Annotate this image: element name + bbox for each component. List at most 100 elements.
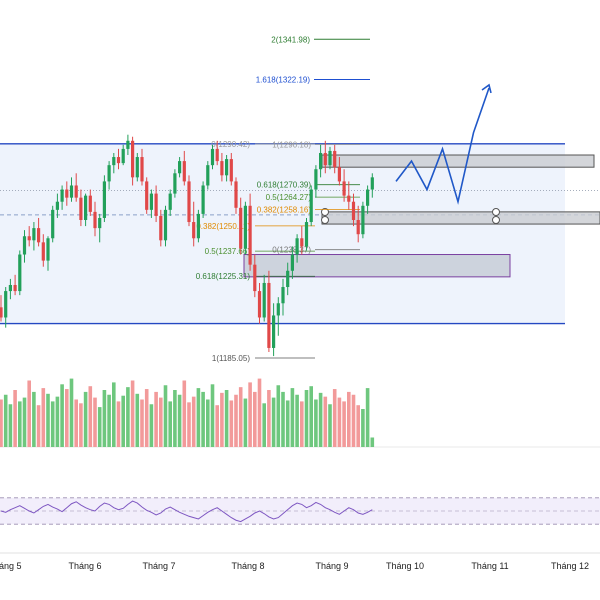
candle-body bbox=[126, 140, 130, 149]
volume-bar bbox=[27, 380, 31, 447]
candle-body bbox=[93, 211, 97, 229]
candle-body bbox=[281, 287, 285, 304]
volume-bar bbox=[318, 392, 323, 447]
x-axis-label-4: Tháng 9 bbox=[315, 561, 348, 571]
volume-bar bbox=[112, 382, 116, 447]
candle-body bbox=[300, 238, 304, 247]
volume-bar bbox=[332, 389, 337, 447]
candle-body bbox=[88, 195, 92, 212]
volume-bar bbox=[69, 378, 74, 447]
volume-bar bbox=[271, 397, 276, 447]
zone-handle-3 bbox=[492, 216, 500, 224]
candle-body bbox=[163, 209, 168, 241]
volume-bar bbox=[83, 391, 88, 447]
x-axis-label-1: Tháng 6 bbox=[68, 561, 101, 571]
projection-path bbox=[395, 87, 490, 205]
candle-body bbox=[361, 205, 365, 235]
candle-body bbox=[112, 157, 116, 166]
candle-body bbox=[131, 140, 135, 178]
resistance-zone bbox=[321, 154, 595, 168]
volume-bar bbox=[351, 394, 356, 447]
candle-body bbox=[225, 159, 229, 176]
candle-body bbox=[257, 291, 262, 318]
volume-bar bbox=[22, 397, 27, 447]
volume-bar bbox=[121, 395, 125, 447]
volume-bar bbox=[191, 396, 196, 447]
volume-bar bbox=[130, 380, 135, 447]
volume-bar bbox=[314, 399, 318, 447]
candle-body bbox=[196, 213, 200, 239]
candle-body bbox=[229, 159, 233, 182]
fib-r2-label-2: 0.5(1264.27) bbox=[266, 193, 312, 202]
candle-body bbox=[79, 197, 83, 220]
volume-bar bbox=[107, 394, 111, 447]
volume-bar bbox=[323, 396, 328, 447]
volume-bar bbox=[46, 393, 50, 447]
candle-body bbox=[0, 307, 3, 318]
candle-body bbox=[121, 148, 125, 164]
volume-bar bbox=[253, 391, 257, 447]
projection-arrow-head bbox=[481, 83, 492, 94]
volume-bar bbox=[18, 401, 22, 447]
candle-body bbox=[290, 254, 294, 271]
candle-body bbox=[4, 291, 8, 318]
candle-body bbox=[276, 303, 280, 316]
candle-body bbox=[337, 167, 341, 182]
candle-body bbox=[333, 150, 337, 168]
candle-body bbox=[272, 315, 276, 348]
candle-body bbox=[46, 238, 50, 261]
volume-bar bbox=[281, 391, 285, 447]
volume-bar bbox=[356, 405, 360, 447]
candle-body bbox=[314, 169, 318, 190]
rsi-band bbox=[0, 497, 600, 525]
candles-group bbox=[0, 134, 374, 357]
zone-handle-2 bbox=[321, 216, 329, 224]
volume-bar bbox=[102, 390, 107, 447]
volume-bar bbox=[60, 384, 64, 447]
volume-bar bbox=[93, 397, 97, 447]
volume-bar bbox=[32, 391, 36, 447]
volume-bar bbox=[215, 405, 219, 447]
candle-body bbox=[366, 189, 370, 206]
candle-body bbox=[234, 181, 238, 208]
volume-bar bbox=[41, 388, 46, 447]
candle-body bbox=[253, 264, 257, 292]
volume-bar bbox=[285, 400, 290, 447]
candle-body bbox=[187, 181, 191, 223]
volume-bar bbox=[224, 390, 229, 447]
candle-body bbox=[182, 161, 186, 182]
volume-bar bbox=[8, 404, 13, 447]
candle-body bbox=[74, 185, 78, 198]
candle-body bbox=[116, 157, 121, 164]
volume-bar bbox=[210, 384, 215, 447]
volume-bar bbox=[163, 385, 168, 447]
fib-ext-label-1: 1.618(1322.19) bbox=[256, 75, 311, 84]
x-axis-label-6: Tháng 11 bbox=[471, 561, 508, 571]
candle-body bbox=[267, 282, 271, 348]
zone-handle-0 bbox=[321, 208, 329, 216]
candle-body bbox=[55, 201, 59, 210]
volume-bar bbox=[347, 391, 351, 447]
volume-bar bbox=[276, 385, 281, 447]
demand-zone bbox=[243, 254, 511, 278]
candle-body bbox=[102, 181, 106, 218]
candle-body bbox=[201, 185, 205, 214]
x-axis-label-7: Tháng 12 bbox=[551, 561, 589, 571]
candle-body bbox=[206, 165, 210, 186]
candle-body bbox=[295, 238, 299, 255]
fib-r2-label-1: 0.618(1270.39) bbox=[257, 181, 312, 190]
candle-body bbox=[145, 181, 149, 210]
volume-bar bbox=[149, 404, 154, 447]
volume-bar bbox=[262, 403, 266, 447]
fib-r1-label-3: 0.618(1225.31) bbox=[196, 272, 251, 281]
rsi-line bbox=[0, 500, 373, 523]
candle-body bbox=[159, 215, 163, 241]
volume-bar bbox=[182, 380, 187, 447]
volume-bar bbox=[50, 401, 55, 447]
volume-bar bbox=[304, 390, 309, 447]
candle-body bbox=[262, 282, 266, 318]
zone-handle-1 bbox=[492, 208, 500, 216]
fib-r2-label-4: 0(1238.37) bbox=[272, 246, 311, 255]
candle-body bbox=[351, 201, 356, 220]
